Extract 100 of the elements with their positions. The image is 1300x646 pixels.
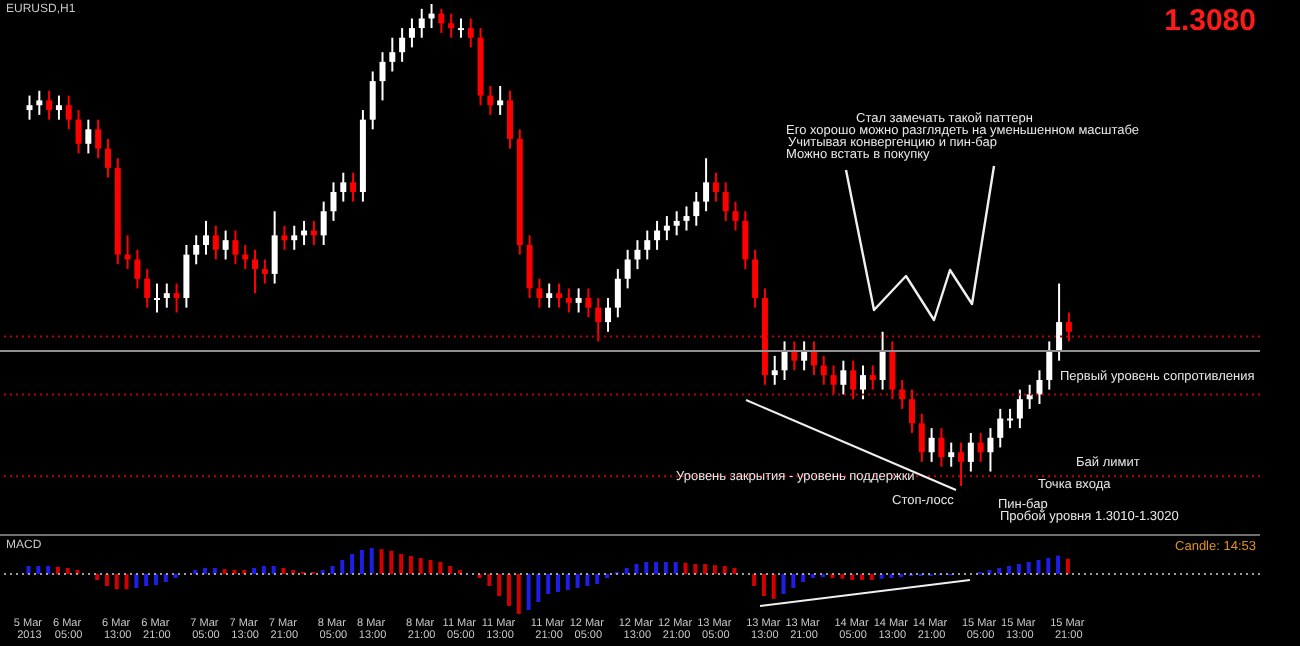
candlestick [55, 94, 62, 121]
candlestick [173, 282, 180, 314]
candlestick [938, 427, 945, 468]
bar [252, 568, 257, 574]
candlestick [271, 210, 278, 285]
candlestick [958, 441, 965, 486]
candlestick [1026, 383, 1033, 410]
candlestick [909, 388, 915, 434]
bar [203, 568, 208, 574]
candlestick [104, 137, 111, 179]
candlestick [752, 248, 759, 309]
bar [36, 566, 41, 574]
candlestick [85, 118, 92, 155]
bar [1036, 560, 1041, 574]
candlestick [526, 234, 533, 300]
candlestick [26, 94, 33, 121]
candlestick [644, 229, 651, 261]
candlestick [320, 200, 327, 246]
bar [1056, 555, 1061, 574]
bar [487, 574, 492, 586]
candlestick [869, 364, 876, 391]
bar [26, 566, 31, 574]
bar [859, 574, 864, 580]
bar [565, 574, 570, 590]
bar [153, 574, 158, 586]
bar [556, 574, 561, 592]
bar [418, 558, 423, 574]
bar [389, 550, 394, 574]
candlestick [183, 244, 190, 309]
bar [634, 564, 639, 574]
bar [438, 562, 443, 574]
candlestick [144, 268, 151, 309]
candlestick [595, 297, 602, 343]
candlestick [65, 94, 72, 131]
bar [281, 568, 286, 574]
candlestick [350, 171, 357, 203]
candlestick [879, 330, 886, 391]
candlestick [801, 340, 808, 372]
candlestick [703, 157, 710, 213]
candlestick [575, 287, 582, 314]
bar [340, 560, 345, 574]
candlestick [948, 441, 955, 468]
bar [95, 574, 100, 580]
bar [585, 574, 590, 586]
candlestick [859, 364, 866, 401]
candlestick [134, 248, 141, 290]
bar [761, 574, 766, 596]
candlestick [1036, 369, 1043, 406]
bar [399, 554, 404, 574]
bar [693, 564, 698, 574]
candlestick [153, 282, 160, 314]
bar [575, 574, 580, 588]
candlestick [497, 84, 504, 116]
candlestick [163, 282, 170, 309]
candlestick [585, 287, 592, 319]
candlestick [987, 427, 994, 473]
candlestick [742, 210, 749, 271]
bar [801, 574, 806, 582]
candlestick [781, 340, 788, 381]
candlestick [605, 297, 612, 333]
candlestick [36, 89, 43, 116]
bar [134, 574, 139, 588]
bar [104, 574, 109, 586]
bar [722, 566, 727, 574]
bar [663, 562, 668, 574]
bar [369, 548, 374, 574]
candlestick [448, 12, 455, 39]
bar [654, 562, 659, 574]
candlestick [75, 109, 82, 155]
bar [1026, 562, 1031, 574]
candlestick [693, 190, 700, 227]
bar [65, 568, 70, 574]
bar [997, 568, 1002, 574]
candlestick [487, 84, 494, 116]
candlestick [977, 431, 984, 463]
bar [506, 574, 511, 606]
bar [712, 565, 717, 574]
bar [271, 566, 276, 574]
bar [448, 566, 453, 574]
bar [261, 566, 266, 574]
candlestick [654, 219, 661, 251]
bar [752, 574, 757, 586]
candlestick [506, 89, 513, 150]
text: 1.3080 [1164, 4, 1256, 38]
candlestick [330, 181, 337, 222]
bar [644, 562, 649, 574]
candlestick [340, 171, 347, 203]
bar [516, 574, 521, 614]
candlestick [222, 229, 229, 261]
bar [536, 574, 541, 602]
candlestick [399, 27, 406, 63]
bar [703, 564, 708, 574]
bar [408, 556, 413, 574]
candlestick [997, 407, 1004, 449]
candlestick [918, 412, 925, 463]
candlestick [232, 229, 239, 266]
candlestick [203, 219, 210, 256]
bar [683, 562, 688, 574]
candlestick [467, 17, 474, 49]
candlestick [379, 51, 386, 102]
